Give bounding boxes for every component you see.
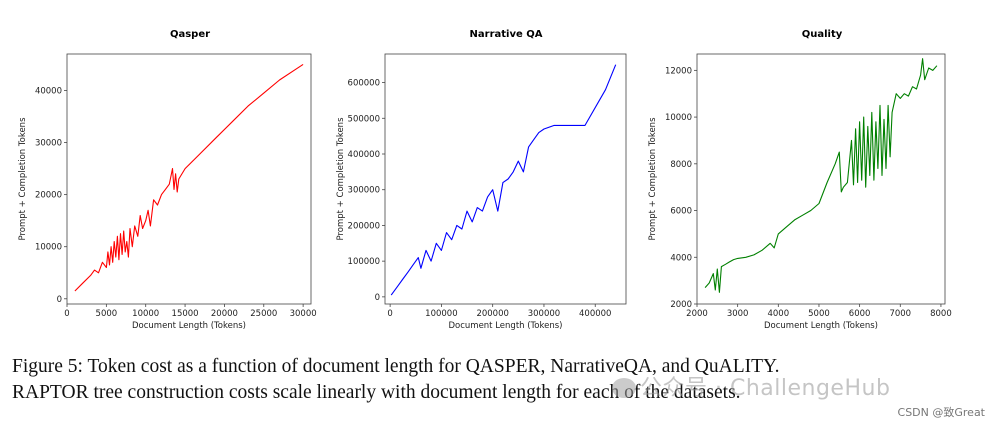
x-tick-label: 8000: [930, 309, 952, 319]
watermark: 公众号 · ChallengeHub: [612, 370, 890, 402]
y-tick-label: 30000: [35, 139, 62, 149]
y-tick-label: 20000: [35, 191, 62, 201]
chart-2: Narrative QA 0 100000 200000 300000 400000 0 10…: [336, 29, 627, 331]
y-tick-label: 2000: [670, 300, 692, 310]
x-tick-label: 10000: [132, 309, 159, 319]
y-tick-label: 4000: [670, 253, 692, 263]
figure-caption: Figure 5: Token cost as a function of do…: [12, 354, 987, 406]
x-tick-label: 20000: [211, 309, 238, 319]
credit-text: CSDN @致Great: [897, 406, 985, 419]
chart-title: Quality: [802, 29, 843, 40]
y-tick-label: 200000: [348, 221, 380, 231]
plot-frame: [66, 53, 312, 305]
x-tick-label: 0: [64, 309, 69, 319]
y-tick-label: 400000: [348, 150, 380, 160]
y-tick-label: 10000: [35, 243, 62, 253]
x-axis-label: Document Length (Tokens): [132, 321, 246, 331]
x-tick-label: 300000: [528, 309, 560, 319]
chart-title: Narrative QA: [470, 29, 543, 40]
x-tick-label: 200000: [476, 309, 508, 319]
x-axis-label: Document Length (Tokens): [764, 321, 878, 331]
series-line: [704, 58, 938, 293]
y-tick-label: 12000: [665, 66, 692, 76]
y-tick-label: 8000: [670, 160, 692, 170]
plot-frame: [384, 53, 627, 305]
chart-1: Qasper 0 5000 10000 15000 20000 25000 30000 0 100…: [18, 29, 317, 331]
x-tick-label: 3000: [727, 309, 749, 319]
x-tick-label: 4000: [767, 309, 789, 319]
y-tick-label: 100000: [348, 257, 380, 267]
x-tick-label: 2000: [686, 309, 708, 319]
x-axis-label: Document Length (Tokens): [448, 321, 562, 331]
series-line: [74, 63, 304, 292]
caption-line-1: Figure 5: Token cost as a function of do…: [12, 356, 780, 377]
x-tick-label: 400000: [579, 309, 611, 319]
series-line: [390, 64, 617, 296]
chart-title: Qasper: [170, 29, 210, 40]
x-tick-label: 30000: [290, 309, 317, 319]
wechat-icon: [612, 378, 636, 398]
watermark-text: 公众号 · ChallengeHub: [640, 376, 891, 401]
y-axis-label: Prompt + Completion Tokens: [648, 117, 658, 241]
x-tick-label: 5000: [808, 309, 830, 319]
y-tick-label: 0: [375, 293, 380, 303]
y-tick-label: 300000: [348, 186, 380, 196]
plot-frame: [696, 53, 946, 305]
y-tick-label: 0: [57, 295, 62, 305]
x-tick-label: 0: [387, 309, 392, 319]
caption-line-2: RAPTOR tree construction costs scale lin…: [12, 382, 741, 403]
y-tick-label: 500000: [348, 114, 380, 124]
y-tick-label: 6000: [670, 207, 692, 217]
chart-3: Quality 2000 3000 4000 5000 6000 7000 8000 2000 4…: [648, 29, 952, 331]
x-tick-label: 25000: [250, 309, 277, 319]
x-tick-label: 7000: [889, 309, 911, 319]
y-tick-label: 10000: [665, 113, 692, 123]
x-tick-label: 6000: [849, 309, 871, 319]
x-tick-label: 100000: [425, 309, 457, 319]
y-axis-label: Prompt + Completion Tokens: [336, 117, 346, 241]
x-tick-label: 15000: [172, 309, 199, 319]
x-tick-label: 5000: [96, 309, 118, 319]
y-tick-label: 40000: [35, 86, 62, 96]
y-tick-label: 600000: [348, 79, 380, 89]
y-axis-label: Prompt + Completion Tokens: [18, 117, 28, 241]
